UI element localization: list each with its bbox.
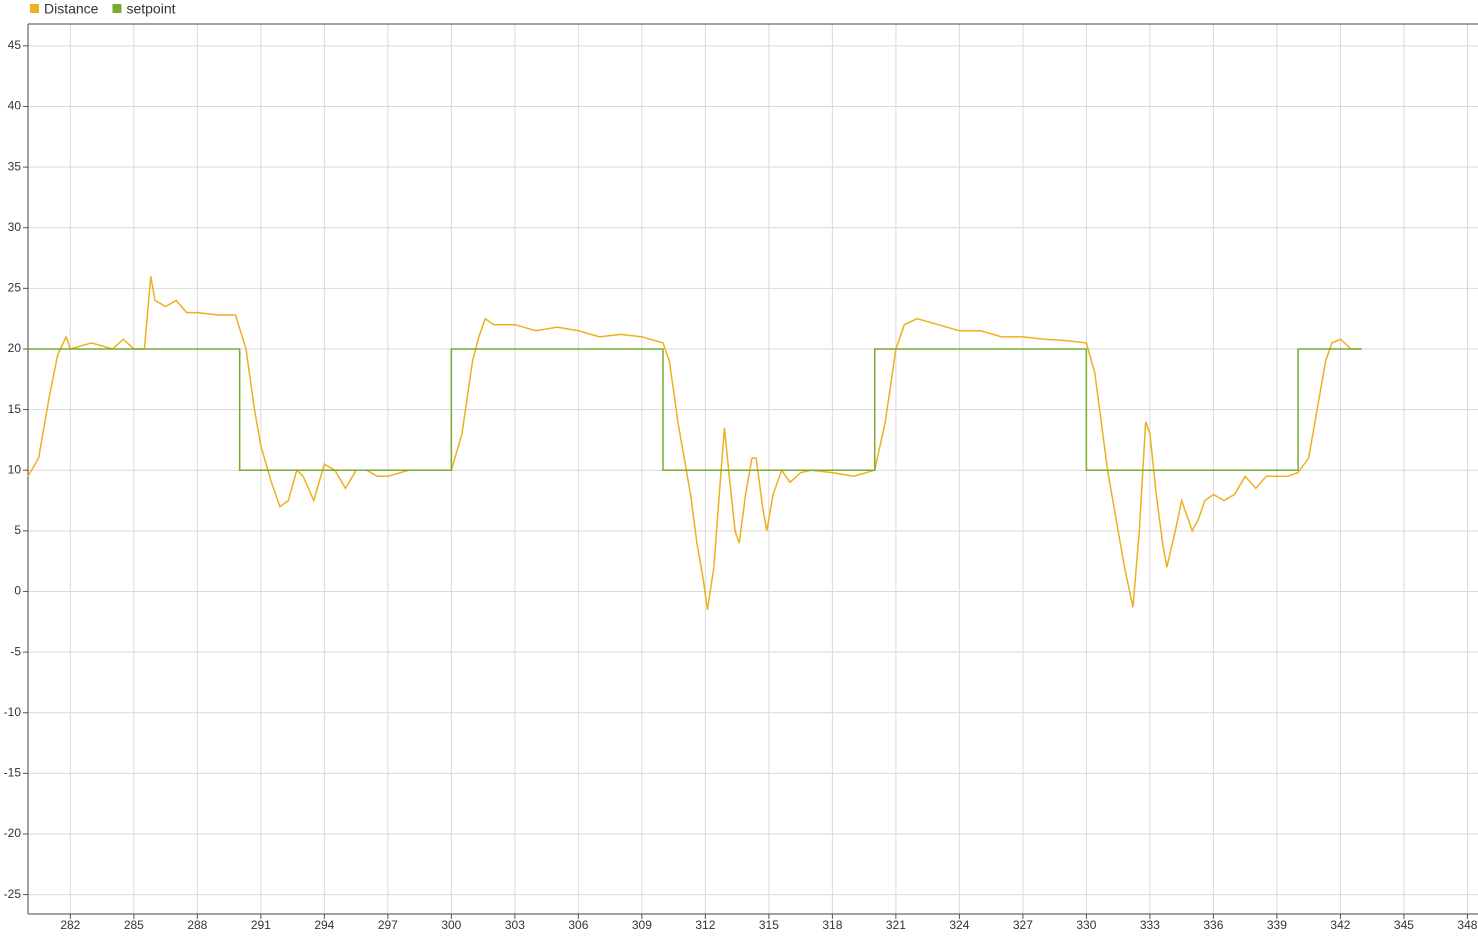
x-tick-label: 345 [1394, 918, 1414, 932]
x-tick-label: 333 [1140, 918, 1160, 932]
x-tick-label: 312 [695, 918, 715, 932]
y-tick-label: 15 [8, 402, 22, 416]
x-tick-label: 297 [378, 918, 398, 932]
x-tick-label: 315 [759, 918, 779, 932]
x-tick-label: 324 [949, 918, 969, 932]
y-tick-label: 35 [8, 159, 22, 173]
x-tick-label: 291 [251, 918, 271, 932]
legend-swatch [30, 4, 39, 13]
plot-area [28, 24, 1478, 914]
y-tick-label: 30 [8, 220, 22, 234]
x-tick-label: 306 [568, 918, 588, 932]
y-tick-label: 40 [8, 99, 22, 113]
x-tick-label: 285 [124, 918, 144, 932]
legend-swatch [112, 4, 122, 13]
x-tick-label: 336 [1203, 918, 1223, 932]
y-tick-label: 5 [14, 523, 21, 537]
x-tick-label: 309 [632, 918, 652, 932]
x-tick-label: 342 [1330, 918, 1350, 932]
x-tick-label: 288 [187, 918, 207, 932]
y-tick-label: -15 [4, 766, 22, 780]
x-tick-label: 318 [822, 918, 842, 932]
y-tick-label: 10 [8, 462, 22, 476]
series-line [28, 348, 1362, 471]
y-tick-label: -10 [4, 705, 22, 719]
x-tick-label: 348 [1457, 918, 1477, 932]
y-tick-label: -5 [10, 644, 21, 658]
legend-label: Distance [44, 1, 99, 17]
x-tick-label: 330 [1076, 918, 1096, 932]
y-tick-label: 0 [14, 584, 21, 598]
x-tick-label: 300 [441, 918, 461, 932]
y-tick-label: -20 [4, 826, 22, 840]
x-tick-label: 303 [505, 918, 525, 932]
y-tick-label: 20 [8, 341, 22, 355]
x-tick-label: 282 [60, 918, 80, 932]
y-tick-label: 45 [8, 38, 22, 52]
legend-label: setpoint [126, 1, 175, 17]
y-tick-label: -25 [4, 887, 22, 901]
x-tick-label: 327 [1013, 918, 1033, 932]
x-tick-label: 339 [1267, 918, 1287, 932]
x-tick-label: 321 [886, 918, 906, 932]
y-tick-label: 25 [8, 281, 22, 295]
x-tick-label: 294 [314, 918, 334, 932]
